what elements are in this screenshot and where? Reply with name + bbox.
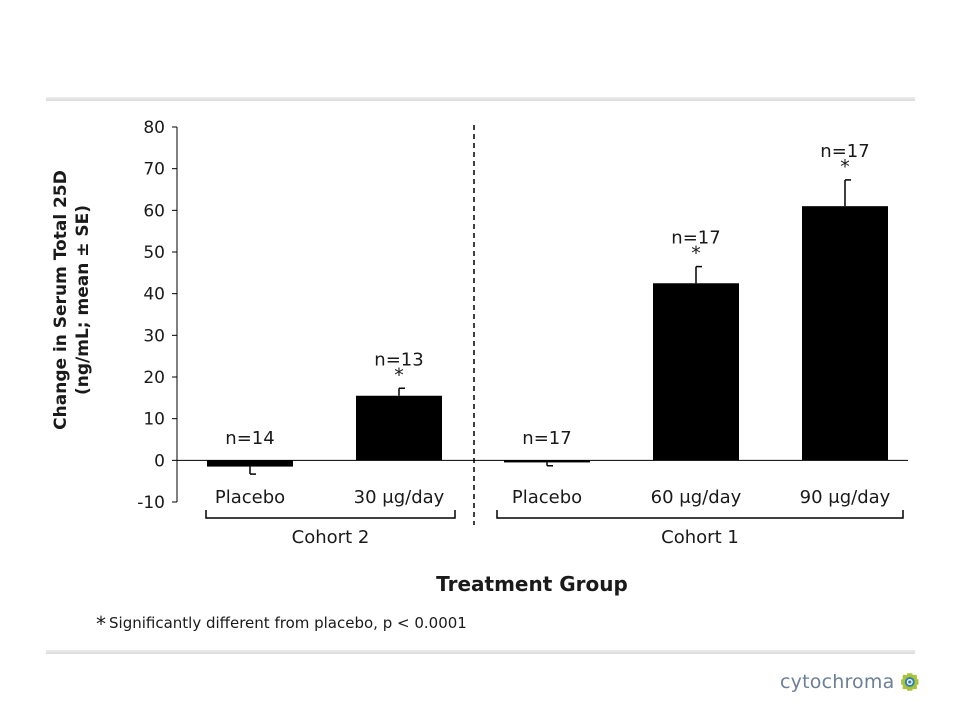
footnote-star: * — [96, 612, 106, 636]
bar-chart: Change in Serum Total 25D (ng/mL; mean ±… — [51, 118, 908, 596]
bar — [356, 395, 442, 461]
y-tick-label: 20 — [143, 368, 165, 388]
group-label: Cohort 2 — [292, 527, 370, 548]
y-tick-label: 50 — [143, 243, 165, 263]
category-label: 60 μg/day — [651, 487, 742, 508]
y-tick-label: 60 — [143, 201, 165, 221]
x-axis-title: Treatment Group — [436, 572, 628, 596]
category-label: Placebo — [512, 487, 582, 508]
y-axis-title-line1: Change in Serum Total 25D — [51, 170, 71, 430]
significance-star: * — [840, 156, 850, 178]
top-divider — [46, 97, 915, 101]
bar — [802, 206, 888, 461]
category-label: Placebo — [215, 487, 285, 508]
group-bracket — [496, 510, 904, 519]
y-tick-label: 10 — [143, 410, 165, 430]
n-label: n=14 — [225, 428, 274, 449]
y-tick-label: 0 — [154, 451, 165, 471]
company-logo: cytochroma — [780, 662, 920, 702]
y-tick-label: 30 — [143, 326, 165, 346]
n-label: n=17 — [522, 428, 571, 449]
bar — [207, 460, 293, 467]
y-tick-label: 80 — [143, 118, 165, 138]
y-tick-label: 40 — [143, 285, 165, 305]
y-tick-label: -10 — [137, 493, 165, 513]
group-label: Cohort 1 — [661, 527, 739, 548]
category-label: 30 μg/day — [354, 487, 445, 508]
y-tick-label: 70 — [143, 160, 165, 180]
group-bracket — [205, 510, 456, 519]
n-label: n=13 — [374, 349, 423, 370]
bottom-divider — [46, 650, 915, 654]
significance-star: * — [691, 243, 701, 265]
bar — [504, 460, 590, 463]
logo-text: cytochroma — [780, 671, 895, 693]
bar — [653, 283, 739, 461]
y-axis-title-line2: (ng/mL; mean ± SE) — [73, 205, 93, 395]
logo-mark-part — [908, 680, 912, 684]
significance-star: * — [394, 364, 404, 386]
n-label: n=17 — [671, 228, 720, 249]
n-label: n=17 — [820, 141, 869, 162]
logo-mark-icon — [901, 673, 919, 691]
footnote: * Significantly different from placebo, p… — [96, 612, 467, 636]
category-label: 90 μg/day — [800, 487, 891, 508]
footnote-text: Significantly different from placebo, p … — [109, 614, 467, 632]
